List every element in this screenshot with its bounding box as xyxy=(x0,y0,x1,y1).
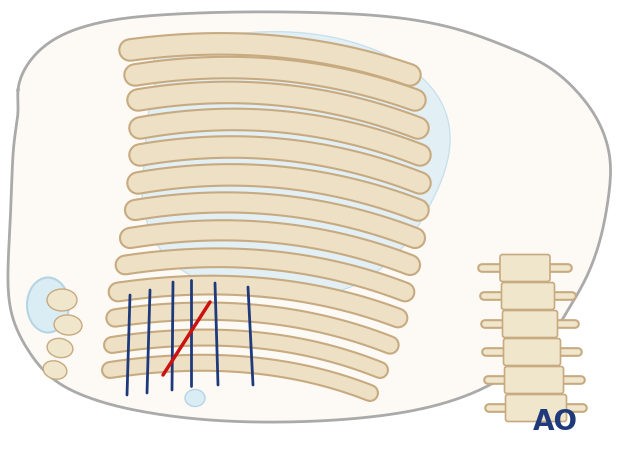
Polygon shape xyxy=(8,12,611,422)
Ellipse shape xyxy=(47,338,73,358)
FancyBboxPatch shape xyxy=(500,254,550,281)
Ellipse shape xyxy=(47,289,77,311)
Polygon shape xyxy=(8,12,610,422)
Text: AO: AO xyxy=(533,408,577,436)
Polygon shape xyxy=(142,32,450,298)
FancyBboxPatch shape xyxy=(502,310,557,337)
FancyBboxPatch shape xyxy=(502,282,554,309)
Ellipse shape xyxy=(54,315,82,335)
FancyBboxPatch shape xyxy=(505,366,564,393)
FancyBboxPatch shape xyxy=(505,394,567,421)
Ellipse shape xyxy=(185,390,205,407)
Ellipse shape xyxy=(27,278,69,332)
Ellipse shape xyxy=(43,361,67,379)
FancyBboxPatch shape xyxy=(503,338,560,365)
